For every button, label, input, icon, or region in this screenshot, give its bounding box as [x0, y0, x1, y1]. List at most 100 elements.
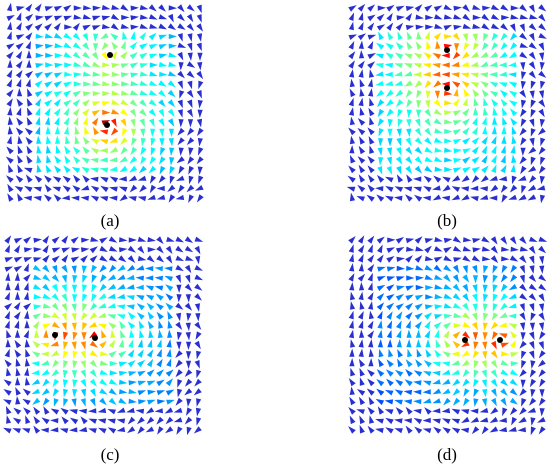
arrow [15, 60, 23, 69]
arrow [6, 31, 12, 40]
arrow [54, 72, 63, 78]
arrow [444, 34, 453, 40]
arrow [451, 186, 461, 192]
arrow [72, 185, 81, 193]
arrow [479, 72, 489, 78]
arrow [61, 322, 67, 331]
arrow [414, 80, 423, 88]
arrow [7, 21, 13, 31]
arrow [177, 70, 185, 79]
arrow [367, 406, 375, 415]
arrow [154, 285, 164, 291]
arrow [185, 322, 191, 331]
arrow [179, 90, 185, 99]
arrow [519, 127, 527, 136]
arrow [53, 81, 63, 88]
arrow [349, 154, 356, 164]
arrow [187, 156, 195, 165]
arrow [500, 369, 509, 376]
arrow [538, 312, 545, 321]
arrow [375, 80, 384, 86]
arrow [175, 175, 185, 181]
arrow [443, 246, 452, 254]
arrow [378, 157, 384, 166]
arrow [481, 23, 490, 30]
arrow [385, 369, 394, 377]
arrow [358, 164, 366, 174]
arrow [491, 135, 497, 145]
arrow [529, 331, 535, 341]
arrow [166, 399, 175, 405]
arrow [69, 427, 78, 433]
arrow [348, 97, 354, 107]
arrow [62, 185, 71, 193]
arrow [539, 378, 546, 388]
arrow [83, 5, 92, 11]
arrow [177, 127, 185, 136]
arrow [7, 183, 14, 193]
arrow [93, 33, 99, 42]
arrow [44, 72, 53, 79]
arrow [6, 43, 15, 50]
arrow [109, 157, 118, 163]
arrow [529, 90, 535, 99]
arrow [194, 274, 203, 281]
arrow [43, 194, 52, 202]
arrow [53, 194, 62, 202]
arrow [451, 81, 461, 88]
arrow [375, 63, 384, 69]
arrow [80, 360, 86, 369]
arrow [156, 185, 165, 192]
arrow [406, 109, 412, 118]
arrow [386, 166, 392, 175]
arrow [51, 369, 60, 377]
arrow [169, 175, 175, 185]
arrow [491, 126, 497, 135]
arrow [396, 128, 402, 137]
arrow [186, 4, 195, 12]
arrow [539, 408, 545, 417]
arrow [433, 264, 442, 272]
arrow [394, 63, 403, 69]
arrow [462, 321, 471, 328]
arrow [519, 274, 525, 284]
arrow [110, 33, 119, 41]
arrow [72, 90, 82, 98]
arrow [62, 379, 68, 388]
arrow [538, 341, 544, 350]
arrow [176, 156, 185, 164]
arrow [529, 397, 537, 406]
arrow [451, 369, 460, 375]
arrow [510, 5, 519, 11]
arrow [137, 390, 147, 396]
arrow [36, 154, 42, 164]
arrow [386, 302, 395, 311]
arrow [405, 137, 412, 147]
arrow [424, 146, 433, 153]
arrow [414, 4, 423, 12]
arrow [509, 369, 519, 376]
arrow [396, 285, 405, 291]
arrow [17, 88, 23, 97]
arrow [406, 119, 412, 128]
arrow [108, 378, 118, 385]
arrow [356, 389, 366, 396]
arrow [89, 359, 98, 368]
arrow [80, 195, 89, 201]
arrow [537, 359, 546, 367]
arrow [511, 126, 517, 135]
arrow [70, 256, 80, 263]
arrow [135, 284, 144, 290]
arrow [122, 128, 128, 137]
arrow [422, 371, 432, 377]
arrow [395, 89, 404, 97]
arrow [530, 388, 536, 398]
arrow [346, 186, 356, 192]
arrow [149, 53, 158, 59]
arrow [186, 23, 195, 32]
arrow [376, 13, 385, 22]
arrow [130, 128, 137, 137]
arrow [470, 417, 480, 423]
arrow [519, 32, 528, 40]
arrow [519, 283, 527, 292]
